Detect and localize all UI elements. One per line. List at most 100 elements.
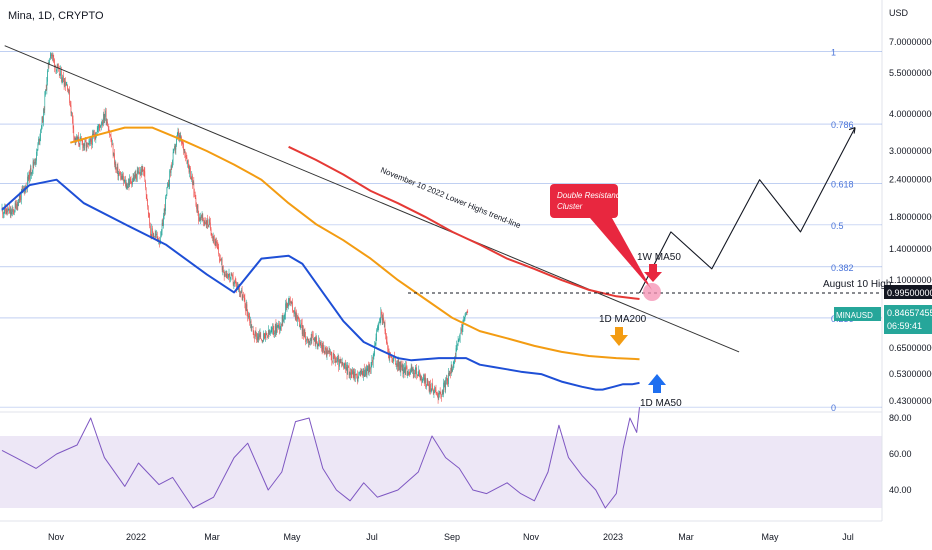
- candle-body: [65, 85, 67, 87]
- candle-body: [2, 208, 3, 215]
- candle-body: [282, 315, 284, 322]
- candle-body: [50, 54, 52, 56]
- candle-body: [419, 376, 421, 380]
- candle: [274, 330, 275, 338]
- candle-body: [99, 126, 101, 128]
- time-tick: 2023: [603, 532, 623, 542]
- candle-body: [352, 370, 354, 378]
- candle-body: [286, 303, 288, 308]
- candle: [46, 77, 48, 95]
- candle-body: [225, 274, 226, 276]
- candle: [10, 205, 12, 219]
- candle: [433, 389, 435, 398]
- candle: [383, 312, 384, 324]
- ma50-1w-line: [288, 145, 640, 300]
- candle: [43, 106, 45, 114]
- candle: [353, 368, 355, 381]
- candle-body: [37, 143, 39, 151]
- candle: [116, 166, 117, 174]
- chart-title: Mina, 1D, CRYPTO: [8, 10, 104, 22]
- candle: [337, 355, 338, 365]
- candle: [290, 301, 292, 307]
- candle: [66, 81, 68, 86]
- candle-body: [323, 344, 324, 352]
- candle: [41, 116, 43, 130]
- candle: [372, 353, 374, 368]
- candle-body: [219, 253, 220, 259]
- candle: [220, 254, 222, 261]
- candle: [260, 331, 262, 340]
- candle-body: [388, 353, 390, 359]
- candle: [360, 367, 362, 377]
- rsi-band: [0, 436, 882, 508]
- candle-body: [461, 326, 463, 332]
- candle: [436, 391, 438, 396]
- candle-body: [423, 374, 424, 380]
- candle: [47, 59, 49, 73]
- orange-arrow-down-icon: [610, 327, 628, 346]
- candle: [412, 366, 413, 374]
- candle-body: [120, 173, 121, 180]
- candle: [18, 198, 19, 207]
- candle-body: [421, 375, 422, 381]
- candle-body: [301, 322, 302, 324]
- candle: [65, 82, 67, 87]
- candle-body: [348, 365, 349, 368]
- candle: [79, 136, 81, 150]
- candle: [330, 349, 331, 356]
- candle-body: [374, 344, 376, 346]
- candle: [250, 319, 252, 331]
- candle: [36, 148, 37, 165]
- candle-body: [107, 121, 108, 127]
- candle: [446, 374, 447, 385]
- candle: [71, 111, 72, 117]
- candle-body: [62, 75, 64, 81]
- candle: [266, 333, 268, 340]
- candle-body: [181, 142, 183, 144]
- candle: [39, 133, 41, 146]
- candle: [446, 375, 448, 385]
- candle: [112, 139, 113, 146]
- candle: [283, 312, 285, 324]
- candle-body: [408, 372, 410, 374]
- candle-body: [23, 188, 25, 189]
- candle: [128, 178, 130, 191]
- candle: [310, 333, 312, 345]
- candle: [328, 350, 329, 355]
- candle-body: [450, 364, 452, 374]
- candle: [231, 272, 233, 276]
- candle-body: [460, 328, 462, 334]
- fib-label-0.5: 0.5: [831, 221, 844, 231]
- candle: [242, 294, 244, 302]
- candle-body: [191, 175, 193, 179]
- candle-body: [212, 236, 213, 239]
- candle: [388, 345, 389, 359]
- candle-body: [395, 364, 397, 365]
- candle-body: [279, 323, 280, 330]
- candle: [34, 158, 35, 166]
- candle: [86, 142, 88, 151]
- candle: [40, 128, 41, 142]
- candle: [426, 378, 428, 386]
- candle: [68, 89, 70, 95]
- candle: [297, 315, 298, 327]
- price-tick: 4.00000000: [889, 109, 932, 119]
- candle-body: [65, 81, 66, 87]
- candle: [364, 369, 366, 377]
- candle-body: [56, 66, 58, 70]
- candle-body: [432, 383, 433, 390]
- candle-body: [135, 173, 137, 178]
- candle: [201, 214, 202, 221]
- candle-body: [325, 347, 326, 350]
- candle: [115, 161, 117, 173]
- candle-body: [377, 327, 378, 330]
- red-arrow-down-icon: [644, 264, 662, 282]
- candle-body: [127, 185, 128, 189]
- candle: [346, 362, 347, 371]
- candle: [331, 351, 333, 366]
- candle: [148, 212, 150, 218]
- candle-body: [436, 393, 437, 394]
- candle: [265, 331, 267, 336]
